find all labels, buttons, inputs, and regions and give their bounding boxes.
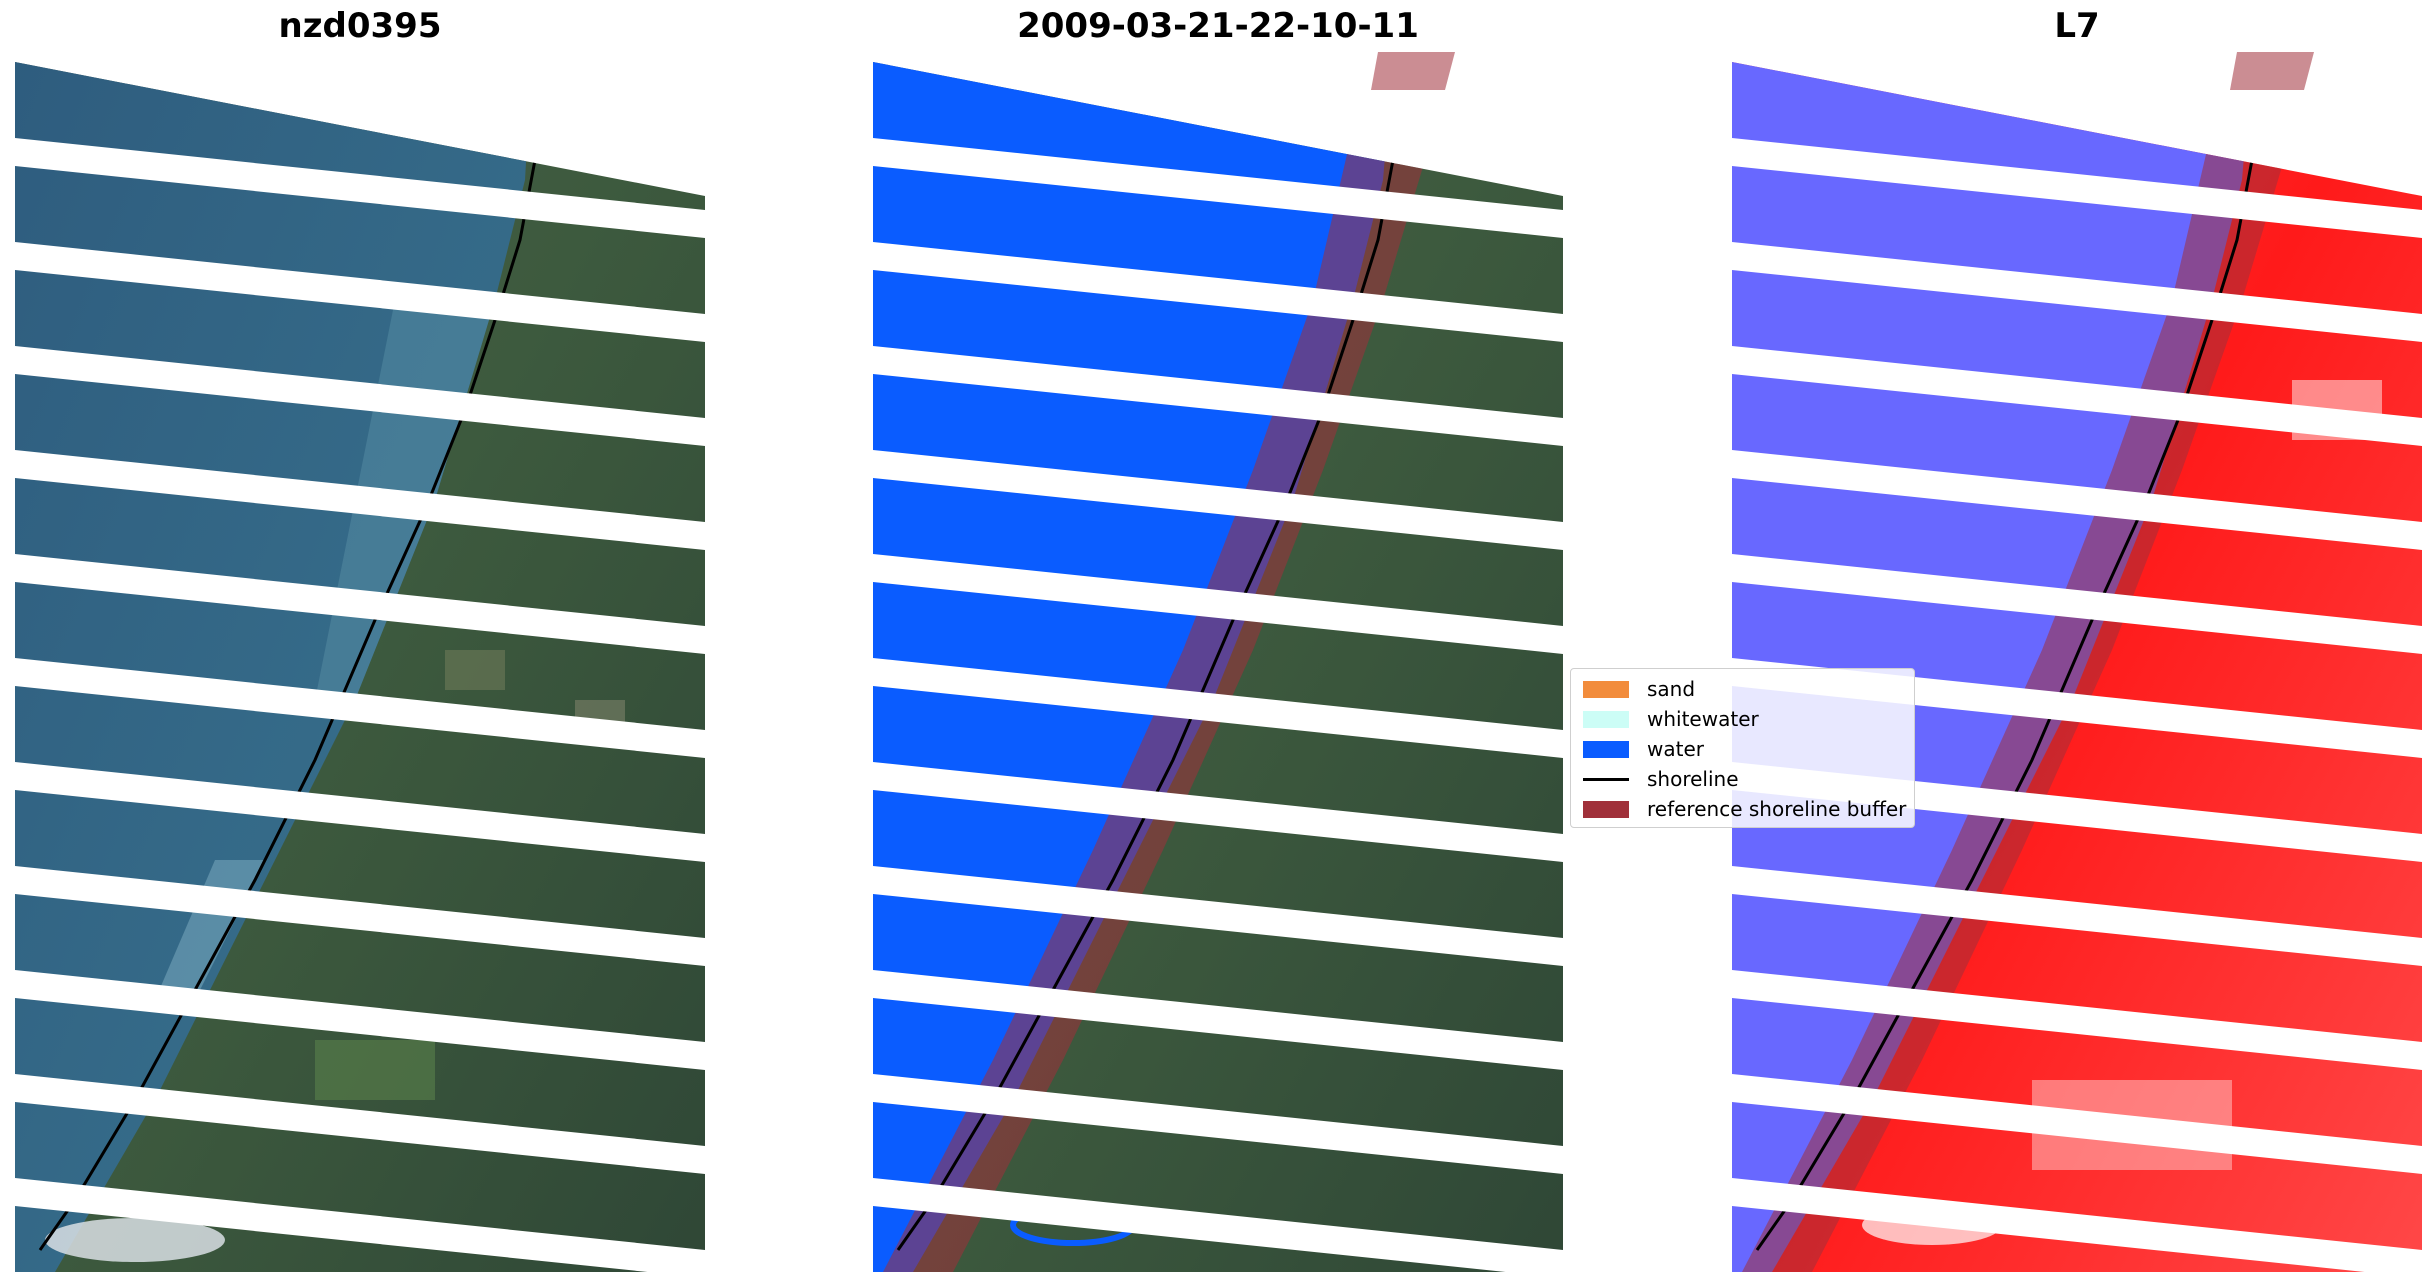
- legend-label: reference shoreline buffer: [1647, 797, 1907, 821]
- legend-label: whitewater: [1647, 707, 1759, 731]
- panel-title-rgb: nzd0395: [278, 6, 442, 46]
- buffer-swatch: [1583, 800, 1629, 818]
- legend-label: water: [1647, 737, 1704, 761]
- sand-swatch: [1583, 680, 1629, 698]
- index-image: [1732, 52, 2422, 1272]
- legend-item-buffer: reference shoreline buffer: [1583, 797, 1906, 821]
- legend-item-shoreline: shoreline: [1583, 767, 1739, 791]
- whitewater-swatch: [1583, 710, 1629, 728]
- legend-item-water: water: [1583, 737, 1704, 761]
- shoreline-line-icon: [1583, 771, 1629, 788]
- legend-item-sand: sand: [1583, 677, 1695, 701]
- water-swatch: [1583, 740, 1629, 758]
- classified-image: [873, 52, 1563, 1272]
- legend-label: shoreline: [1647, 767, 1739, 791]
- panel-title-classified: 2009-03-21-22-10-11: [1017, 6, 1419, 46]
- panel-title-index: L7: [2054, 6, 2100, 46]
- legend: sand whitewater water shoreline referenc…: [1570, 668, 1915, 828]
- rgb-image: [15, 62, 705, 1272]
- legend-item-whitewater: whitewater: [1583, 707, 1759, 731]
- legend-label: sand: [1647, 677, 1696, 701]
